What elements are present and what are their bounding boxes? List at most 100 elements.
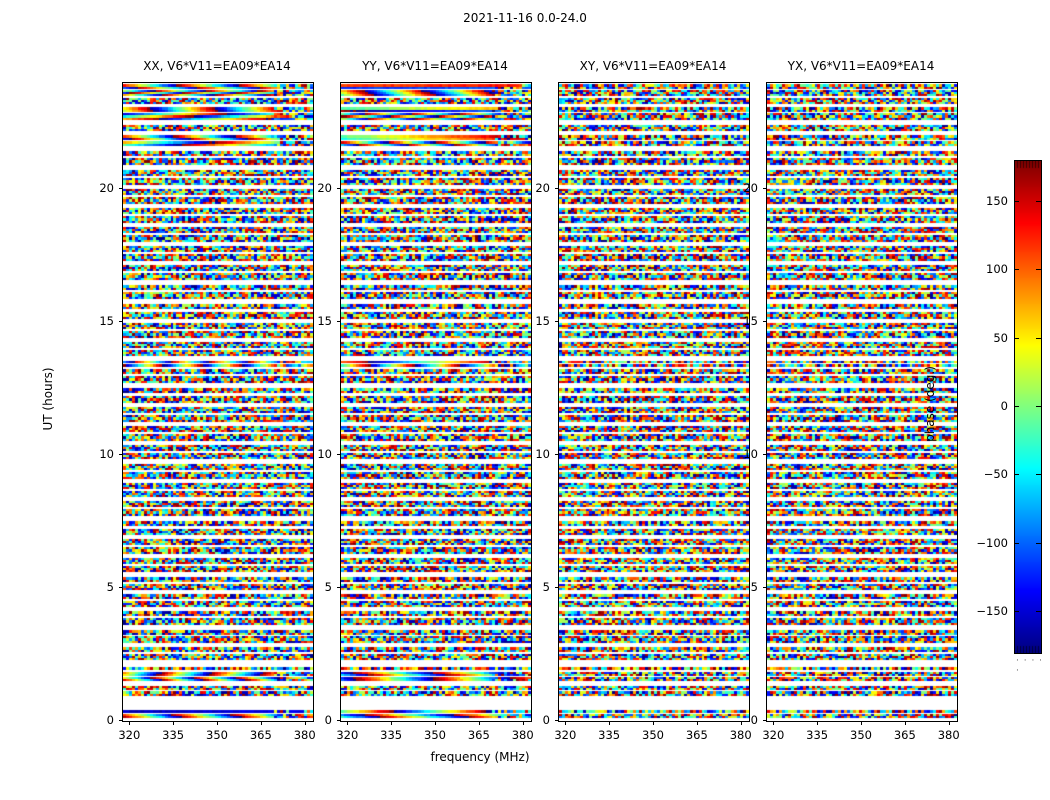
x-tick-label: 380 xyxy=(293,728,316,742)
y-tick-mark xyxy=(118,321,123,322)
x-tick-label: 350 xyxy=(642,728,664,742)
y-tick-label: 5 xyxy=(324,580,332,595)
colorbar-tick-mark-inner xyxy=(1014,474,1019,475)
y-tick-mark xyxy=(762,720,767,721)
x-tick-label: 335 xyxy=(806,728,829,742)
colorbar-tick-label: −150 xyxy=(976,604,1008,618)
x-tick-label: 335 xyxy=(598,728,621,742)
y-tick-label: 15 xyxy=(317,314,332,329)
panel-title-yy: YY, V6*V11=EA09*EA14 xyxy=(362,59,508,73)
y-tick-mark xyxy=(762,188,767,189)
y-tick-label: 0 xyxy=(324,713,332,727)
y-axis-label: UT (hours) xyxy=(41,367,55,431)
y-tick-label: 5 xyxy=(106,580,114,595)
y-tick-mark xyxy=(554,188,559,189)
x-tick-mark xyxy=(609,721,610,725)
colorbar-tick-mark xyxy=(1036,269,1041,270)
waterfall-panel-yx[interactable] xyxy=(766,82,958,722)
y-tick-mark xyxy=(336,454,341,455)
x-tick-mark xyxy=(741,721,742,725)
x-tick-label: 350 xyxy=(424,728,446,742)
y-tick-mark xyxy=(554,587,559,588)
y-tick-mark xyxy=(554,321,559,322)
panel-title-xx: XX, V6*V11=EA09*EA14 xyxy=(143,59,291,73)
x-tick-label: 350 xyxy=(850,728,872,742)
x-tick-mark xyxy=(435,721,436,725)
colorbar-label: phase (deg.) xyxy=(923,366,937,442)
y-tick-label: 5 xyxy=(542,580,550,595)
y-tick-mark xyxy=(118,454,123,455)
y-tick-label: 0 xyxy=(750,713,758,727)
colorbar-tick-label: 100 xyxy=(986,262,1008,277)
x-axis-label: frequency (MHz) xyxy=(430,750,530,764)
figure-suptitle: 2021-11-16 0.0-24.0 xyxy=(463,11,587,25)
x-tick-mark xyxy=(905,721,906,725)
y-tick-mark xyxy=(118,720,123,721)
colorbar-tick-mark xyxy=(1036,611,1041,612)
x-tick-label: 365 xyxy=(893,728,916,742)
phase-waterfall-image-yy xyxy=(341,83,531,721)
waterfall-panel-yy[interactable] xyxy=(340,82,532,722)
phase-waterfall-image-yx xyxy=(767,83,957,721)
x-tick-mark xyxy=(129,721,130,725)
x-tick-label: 365 xyxy=(467,728,490,742)
colorbar-extend-marker: · · · · · xyxy=(1016,656,1044,676)
colorbar-tick-label: 0 xyxy=(1000,399,1008,413)
x-tick-mark xyxy=(261,721,262,725)
x-tick-label: 380 xyxy=(729,728,752,742)
y-tick-label: 0 xyxy=(542,713,550,727)
colorbar-tick-mark-inner xyxy=(1014,543,1019,544)
y-tick-mark xyxy=(762,587,767,588)
colorbar-tick-mark-inner xyxy=(1014,338,1019,339)
y-tick-label: 20 xyxy=(317,181,332,196)
y-tick-label: 15 xyxy=(535,314,550,329)
x-tick-mark xyxy=(861,721,862,725)
x-tick-mark xyxy=(565,721,566,725)
y-tick-label: 20 xyxy=(743,181,758,196)
x-tick-mark xyxy=(949,721,950,725)
x-tick-label: 320 xyxy=(118,728,141,742)
x-tick-label: 365 xyxy=(249,728,272,742)
x-tick-label: 320 xyxy=(554,728,577,742)
colorbar-tick-mark-inner xyxy=(1014,269,1019,270)
colorbar-tick-mark-inner xyxy=(1014,611,1019,612)
y-tick-mark xyxy=(336,321,341,322)
colorbar-tick-label: 50 xyxy=(993,330,1008,345)
y-tick-label: 15 xyxy=(743,314,758,329)
y-tick-mark xyxy=(336,720,341,721)
x-tick-label: 365 xyxy=(685,728,708,742)
x-tick-label: 320 xyxy=(762,728,785,742)
phase-waterfall-image-xy xyxy=(559,83,749,721)
waterfall-panel-xx[interactable] xyxy=(122,82,314,722)
x-tick-mark xyxy=(391,721,392,725)
y-tick-label: 5 xyxy=(750,580,758,595)
y-tick-mark xyxy=(118,188,123,189)
colorbar-tick-mark xyxy=(1036,338,1041,339)
x-tick-label: 350 xyxy=(206,728,228,742)
x-tick-label: 380 xyxy=(511,728,534,742)
x-tick-mark xyxy=(653,721,654,725)
waterfall-panel-xy[interactable] xyxy=(558,82,750,722)
y-tick-mark xyxy=(118,587,123,588)
x-tick-mark xyxy=(217,721,218,725)
colorbar-tick-mark xyxy=(1036,543,1041,544)
y-tick-label: 20 xyxy=(535,181,550,196)
colorbar-tick-label: −50 xyxy=(983,467,1008,482)
panel-title-xy: XY, V6*V11=EA09*EA14 xyxy=(579,59,727,73)
y-tick-mark xyxy=(762,454,767,455)
x-tick-mark xyxy=(523,721,524,725)
y-tick-mark xyxy=(554,454,559,455)
y-tick-label: 15 xyxy=(99,314,114,329)
y-tick-label: 0 xyxy=(106,713,114,727)
x-tick-mark xyxy=(347,721,348,725)
colorbar-tick-mark-inner xyxy=(1014,201,1019,202)
colorbar-tick-mark-inner xyxy=(1014,406,1019,407)
y-tick-mark xyxy=(336,188,341,189)
colorbar xyxy=(1014,160,1042,654)
x-tick-label: 335 xyxy=(380,728,403,742)
y-tick-label: 10 xyxy=(317,447,332,462)
x-tick-mark xyxy=(173,721,174,725)
colorbar-tick-mark xyxy=(1036,201,1041,202)
x-tick-label: 335 xyxy=(162,728,185,742)
